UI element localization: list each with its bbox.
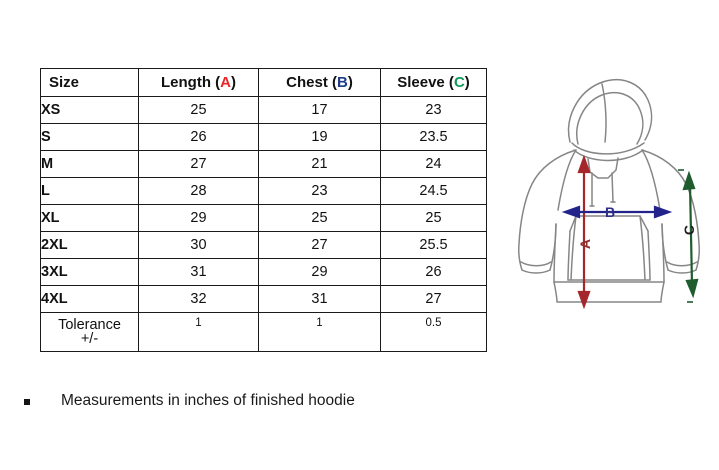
cell-length: 29 — [138, 204, 259, 232]
cell-length: 26 — [138, 123, 259, 151]
hoodie-measurement-diagram: A B C — [512, 66, 717, 316]
cell-size: 3XL — [40, 258, 139, 286]
cell-length: 27 — [138, 150, 259, 178]
measure-b-arrow — [561, 205, 673, 219]
measure-a-label: A — [577, 238, 594, 250]
cell-tolerance-length: 1 — [138, 312, 259, 352]
table-row: XS 25 17 23 — [40, 96, 487, 124]
table-row: XL 29 25 25 — [40, 204, 487, 232]
size-chart-table: Size Length (A) Chest (B) Sleeve (C) XS … — [40, 68, 487, 352]
table-header-row: Size Length (A) Chest (B) Sleeve (C) — [40, 68, 487, 97]
cell-tolerance-chest: 1 — [258, 312, 381, 352]
table-row: 4XL 32 31 27 — [40, 285, 487, 313]
cell-chest: 29 — [258, 258, 381, 286]
table-row: M 27 21 24 — [40, 150, 487, 178]
cell-chest: 27 — [258, 231, 381, 259]
cell-length: 32 — [138, 285, 259, 313]
table-row: S 26 19 23.5 — [40, 123, 487, 151]
cell-size: S — [40, 123, 139, 151]
cell-sleeve: 27 — [380, 285, 487, 313]
column-header-chest: Chest (B) — [258, 68, 381, 97]
column-header-sleeve: Sleeve (C) — [380, 68, 487, 97]
cell-sleeve: 23 — [380, 96, 487, 124]
table-row: 2XL 30 27 25.5 — [40, 231, 487, 259]
column-header-length: Length (A) — [138, 68, 259, 97]
cell-size: 2XL — [40, 231, 139, 259]
cell-length: 25 — [138, 96, 259, 124]
letter-a: A — [220, 74, 231, 91]
clipped-title-remnant: Size Chart - Unisex Pullover Hoodie Meas… — [44, 0, 664, 3]
table-row: 3XL 31 29 26 — [40, 258, 487, 286]
cell-tolerance-sleeve: 0.5 — [380, 312, 487, 352]
cell-size: L — [40, 177, 139, 205]
footnote: Measurements in inches of finished hoodi… — [24, 392, 355, 410]
measure-c-label: C — [681, 224, 698, 236]
letter-c: C — [453, 74, 465, 91]
cell-size: 4XL — [40, 285, 139, 313]
column-header-size: Size — [40, 68, 139, 97]
table-row-tolerance: Tolerance +/- 1 1 0.5 — [40, 312, 487, 352]
cell-chest: 25 — [258, 204, 381, 232]
cell-sleeve: 24.5 — [380, 177, 487, 205]
cell-sleeve: 26 — [380, 258, 487, 286]
cell-chest: 19 — [258, 123, 381, 151]
cell-sleeve: 25 — [380, 204, 487, 232]
cell-size: XL — [40, 204, 139, 232]
hoodie-illustration-icon — [518, 79, 700, 310]
letter-b: B — [337, 74, 348, 91]
table-row: L 28 23 24.5 — [40, 177, 487, 205]
cell-length: 28 — [138, 177, 259, 205]
measure-a-arrow — [577, 154, 591, 310]
cell-chest: 21 — [258, 150, 381, 178]
cell-size: XS — [40, 96, 139, 124]
cell-chest: 17 — [258, 96, 381, 124]
cell-length: 30 — [138, 231, 259, 259]
measure-b-label: B — [605, 204, 616, 220]
cell-length: 31 — [138, 258, 259, 286]
cell-sleeve: 23.5 — [380, 123, 487, 151]
cell-chest: 23 — [258, 177, 381, 205]
cell-sleeve: 25.5 — [380, 231, 487, 259]
square-bullet-icon — [24, 399, 30, 405]
cell-sleeve: 24 — [380, 150, 487, 178]
cell-tolerance-label: Tolerance +/- — [40, 312, 139, 352]
cell-chest: 31 — [258, 285, 381, 313]
footnote-text: Measurements in inches of finished hoodi… — [61, 392, 355, 409]
cell-size: M — [40, 150, 139, 178]
measure-c-arrow — [678, 169, 699, 303]
